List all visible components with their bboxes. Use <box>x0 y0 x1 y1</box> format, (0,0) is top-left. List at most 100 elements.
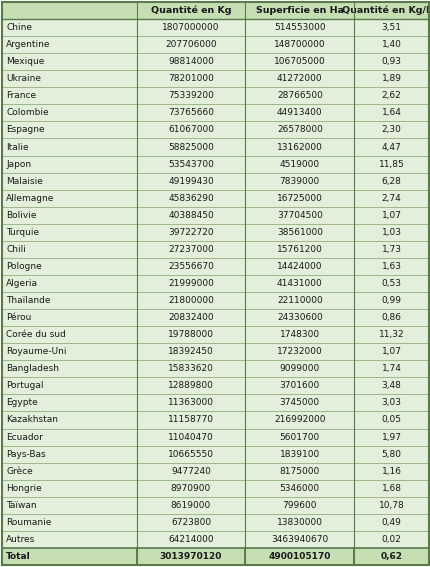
Bar <box>245 309 353 326</box>
Bar <box>245 19 353 36</box>
Bar <box>245 87 353 104</box>
Text: 6723800: 6723800 <box>170 518 211 527</box>
Text: Mexique: Mexique <box>6 57 45 66</box>
Text: 1,40: 1,40 <box>381 40 401 49</box>
Bar <box>245 326 353 343</box>
Text: Espagne: Espagne <box>6 125 45 134</box>
Bar <box>245 531 353 548</box>
Text: Superficie en Ha: Superficie en Ha <box>255 6 343 15</box>
Bar <box>2 377 136 395</box>
Bar <box>353 36 428 53</box>
Bar <box>2 395 136 412</box>
Text: 21999000: 21999000 <box>168 279 213 288</box>
Bar <box>136 412 245 429</box>
Text: 27237000: 27237000 <box>168 245 213 254</box>
Bar <box>353 360 428 377</box>
Bar <box>2 172 136 190</box>
Text: 106705000: 106705000 <box>273 57 325 66</box>
Text: France: France <box>6 91 37 100</box>
Text: 3,48: 3,48 <box>381 382 401 390</box>
Bar <box>2 104 136 121</box>
Bar <box>2 258 136 275</box>
Text: Turquie: Turquie <box>6 228 40 237</box>
Bar <box>2 190 136 207</box>
Text: 216992000: 216992000 <box>273 416 325 425</box>
Bar <box>245 172 353 190</box>
Bar <box>2 429 136 446</box>
Text: Grèce: Grèce <box>6 467 33 476</box>
Text: 3,03: 3,03 <box>381 399 401 408</box>
Bar <box>245 429 353 446</box>
Bar <box>245 53 353 70</box>
Bar <box>136 497 245 514</box>
Text: 6,28: 6,28 <box>381 177 401 185</box>
Bar <box>136 429 245 446</box>
Text: 2,62: 2,62 <box>381 91 401 100</box>
Bar <box>2 463 136 480</box>
Text: Kazakhstan: Kazakhstan <box>6 416 58 425</box>
Bar <box>353 275 428 292</box>
Bar <box>136 548 245 565</box>
Bar <box>136 53 245 70</box>
Bar <box>2 548 136 565</box>
Text: 0,99: 0,99 <box>381 296 401 305</box>
Bar <box>136 70 245 87</box>
Bar <box>245 36 353 53</box>
Bar <box>136 87 245 104</box>
Bar <box>353 497 428 514</box>
Text: 9099000: 9099000 <box>279 365 319 373</box>
Text: 20832400: 20832400 <box>168 313 213 322</box>
Bar <box>136 36 245 53</box>
Bar <box>136 292 245 309</box>
Text: 1,03: 1,03 <box>381 228 401 237</box>
Bar <box>136 258 245 275</box>
Bar <box>353 548 428 565</box>
Bar <box>245 138 353 155</box>
Bar <box>136 309 245 326</box>
Text: Portugal: Portugal <box>6 382 44 390</box>
Bar <box>2 207 136 224</box>
Bar <box>353 377 428 395</box>
Text: 148700000: 148700000 <box>273 40 325 49</box>
Text: 98814000: 98814000 <box>168 57 213 66</box>
Text: 38561000: 38561000 <box>276 228 322 237</box>
Bar <box>136 121 245 138</box>
Text: Chili: Chili <box>6 245 26 254</box>
Bar <box>2 19 136 36</box>
Bar <box>245 548 353 565</box>
Text: 15761200: 15761200 <box>276 245 322 254</box>
Text: 3701600: 3701600 <box>279 382 319 390</box>
Text: 49199430: 49199430 <box>168 177 213 185</box>
Bar <box>136 343 245 360</box>
Text: Roumanie: Roumanie <box>6 518 52 527</box>
Text: 13830000: 13830000 <box>276 518 322 527</box>
Bar <box>136 104 245 121</box>
Bar <box>136 480 245 497</box>
Text: 0,49: 0,49 <box>381 518 401 527</box>
Text: 61067000: 61067000 <box>168 125 213 134</box>
Bar <box>353 326 428 343</box>
Bar <box>245 463 353 480</box>
Text: 10665550: 10665550 <box>168 450 213 459</box>
Text: 1,89: 1,89 <box>381 74 401 83</box>
Text: 41272000: 41272000 <box>276 74 322 83</box>
Text: 44913400: 44913400 <box>276 108 322 117</box>
Text: 58825000: 58825000 <box>168 142 213 151</box>
Bar <box>2 309 136 326</box>
Text: 5,80: 5,80 <box>381 450 401 459</box>
Text: Bolivie: Bolivie <box>6 211 37 220</box>
Text: 37704500: 37704500 <box>276 211 322 220</box>
Bar <box>353 138 428 155</box>
Text: Total: Total <box>6 552 31 561</box>
Text: 1,68: 1,68 <box>381 484 401 493</box>
Text: 22110000: 22110000 <box>276 296 322 305</box>
Bar <box>353 207 428 224</box>
Bar <box>353 87 428 104</box>
Text: 10,78: 10,78 <box>378 501 404 510</box>
Bar <box>136 207 245 224</box>
Text: Allemagne: Allemagne <box>6 194 55 202</box>
Bar <box>353 172 428 190</box>
Text: 1,63: 1,63 <box>381 262 401 271</box>
Bar <box>136 377 245 395</box>
Bar <box>136 446 245 463</box>
